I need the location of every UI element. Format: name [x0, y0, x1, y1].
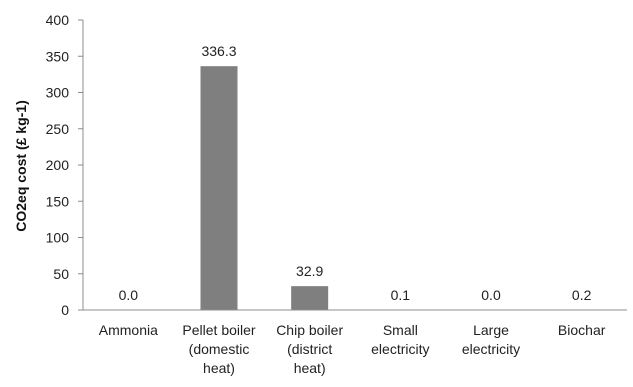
- data-labels: 0.0 336.3 32.9 0.1 0.0 0.2: [119, 43, 592, 303]
- y-tick-label: 50: [53, 266, 69, 282]
- y-tick-label: 200: [46, 157, 70, 173]
- axes: [82, 20, 627, 311]
- bar: [291, 286, 329, 310]
- bars: [200, 66, 601, 311]
- x-category-label: Biochar: [558, 322, 606, 338]
- x-category-label-line: electricity: [371, 341, 429, 357]
- data-label: 0.0: [481, 287, 501, 303]
- y-tick-label: 150: [46, 193, 70, 209]
- data-label: 0.0: [119, 287, 139, 303]
- x-category-label-line: heat): [294, 360, 326, 376]
- x-category-label: Pellet boiler (domestic heat): [182, 322, 255, 376]
- data-label: 32.9: [296, 263, 323, 279]
- x-category-label-line: heat): [203, 360, 235, 376]
- x-category-label-line: Chip boiler: [276, 322, 343, 338]
- x-category-label-line: electricity: [462, 341, 520, 357]
- data-label: 0.2: [572, 287, 592, 303]
- y-tick-label: 400: [46, 12, 70, 28]
- data-label: 336.3: [201, 43, 236, 59]
- data-label: 0.1: [391, 287, 411, 303]
- y-axis-title: CO2eq cost (£ kg-1): [13, 100, 29, 231]
- y-tick-label: 0: [61, 302, 69, 318]
- x-category-label: Small electricity: [371, 322, 429, 357]
- x-category-label-line: Ammonia: [99, 322, 158, 338]
- y-tick-label: 250: [46, 121, 70, 137]
- x-axis-labels: Ammonia Pellet boiler (domestic heat)Chip b…: [99, 322, 606, 376]
- x-category-label-line: Biochar: [558, 322, 606, 338]
- bar: [200, 66, 238, 311]
- x-category-label: Chip boiler (district heat): [276, 322, 343, 376]
- x-category-label: Large electricity: [462, 322, 520, 357]
- x-category-label-line: Pellet boiler: [182, 322, 255, 338]
- x-category-label-line: (domestic: [189, 341, 250, 357]
- y-tick-label: 300: [46, 85, 70, 101]
- x-category-label-line: Large: [473, 322, 509, 338]
- y-tick-label: 100: [46, 230, 70, 246]
- x-category-label-line: Small: [383, 322, 418, 338]
- x-category-label: Ammonia: [99, 322, 158, 338]
- x-category-label-line: (district: [287, 341, 332, 357]
- y-tick-label: 350: [46, 48, 70, 64]
- y-axis-ticks: 0 50 100 150 200 250 300 350 400: [46, 12, 83, 318]
